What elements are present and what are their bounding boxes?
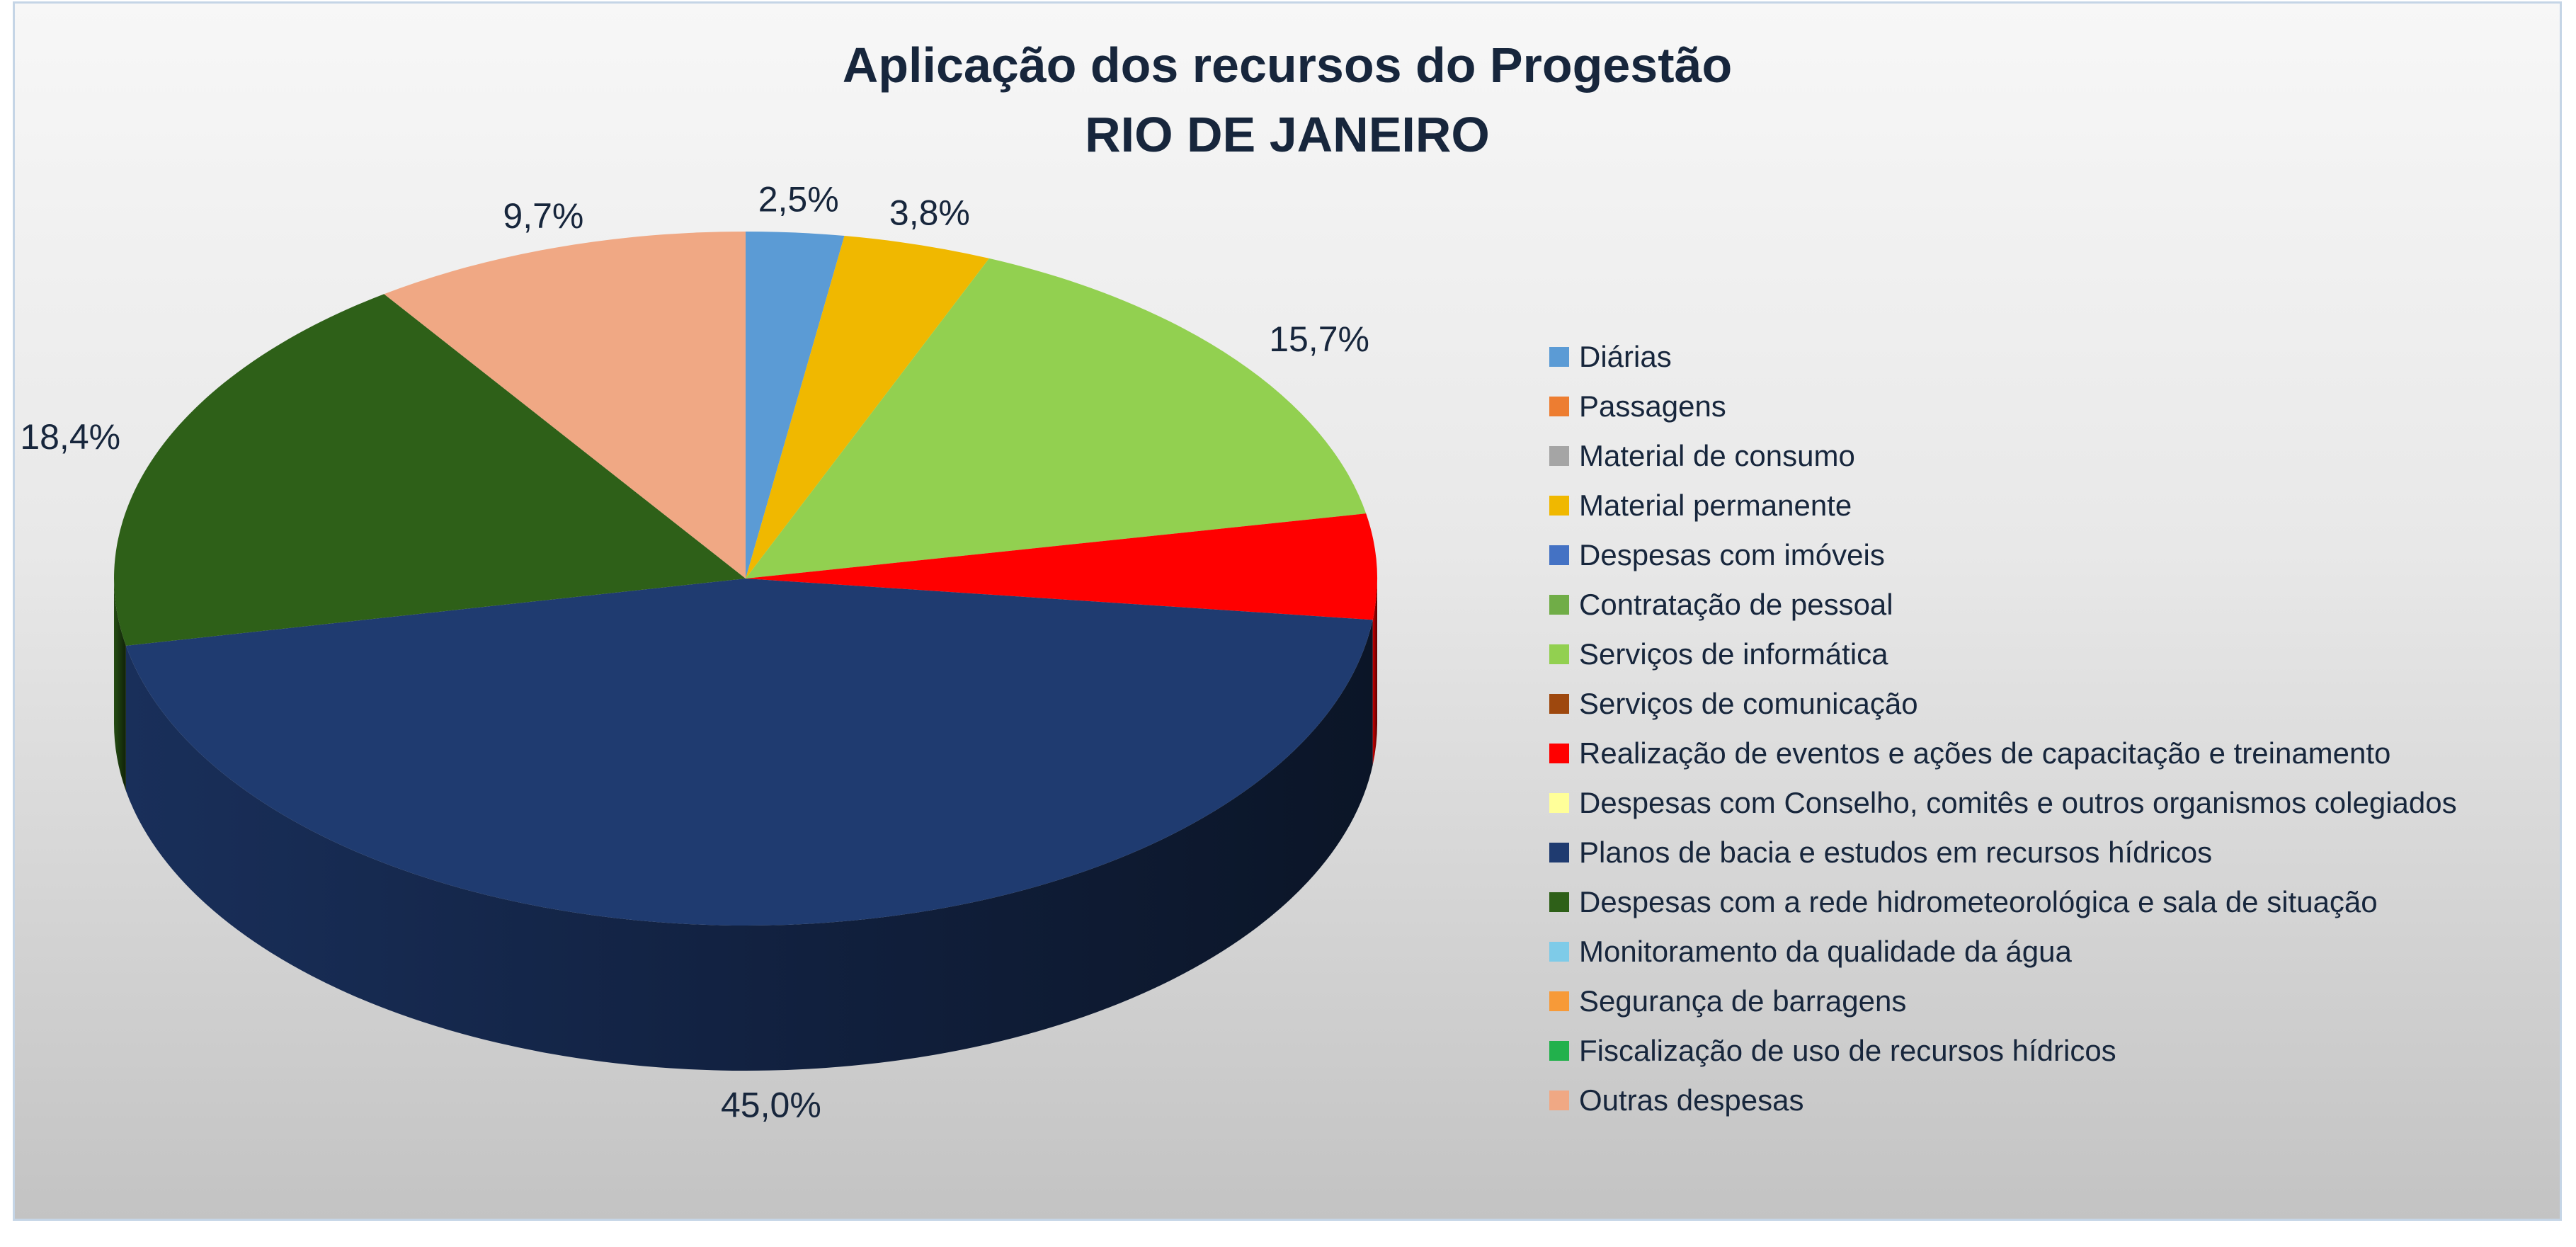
legend-item: Serviços de informática (1549, 630, 2457, 679)
legend-label: Material permanente (1579, 489, 1852, 522)
pie-slice-0 (746, 232, 845, 579)
data-label: 3,8% (889, 193, 970, 232)
pie-slice-11 (114, 294, 746, 646)
legend-item: Contratação de pessoal (1549, 580, 2457, 630)
legend-label: Planos de bacia e estudos em recursos hí… (1579, 836, 2213, 869)
legend-label: Realização de eventos e ações de capacit… (1579, 736, 2391, 770)
pie-top-faces (114, 232, 1378, 926)
legend-swatch (1549, 942, 1569, 962)
chart-title: Aplicação dos recursos do Progestão RIO … (15, 30, 2560, 169)
legend-label: Contratação de pessoal (1579, 588, 1893, 621)
legend-item: Monitoramento da qualidade da água (1549, 927, 2457, 976)
legend-swatch (1549, 644, 1569, 664)
legend-swatch (1549, 744, 1569, 763)
pie-side-walls (114, 579, 1377, 1071)
legend-item: Material permanente (1549, 481, 2457, 530)
legend-label: Monitoramento da qualidade da água (1579, 935, 2072, 968)
legend-item: Fiscalização de uso de recursos hídricos (1549, 1026, 2457, 1076)
data-label: 15,7% (1269, 319, 1369, 359)
data-label: 18,4% (20, 417, 120, 457)
legend-label: Diárias (1579, 340, 1672, 373)
legend-swatch (1549, 694, 1569, 714)
legend-label: Fiscalização de uso de recursos hídricos (1579, 1034, 2116, 1067)
legend-swatch (1549, 793, 1569, 813)
legend-item: Diárias (1549, 332, 2457, 382)
data-label: 9,7% (503, 196, 583, 236)
pie-slice-15 (384, 232, 746, 579)
chart-area: Aplicação dos recursos do Progestão RIO … (13, 1, 2562, 1221)
legend-item: Outras despesas (1549, 1076, 2457, 1125)
pie-slice-6 (746, 258, 1367, 579)
legend-item: Serviços de comunicação (1549, 679, 2457, 729)
legend-label: Despesas com imóveis (1579, 538, 1885, 571)
legend-swatch (1549, 595, 1569, 615)
legend-item: Despesas com imóveis (1549, 530, 2457, 580)
legend-item: Planos de bacia e estudos em recursos hí… (1549, 828, 2457, 877)
legend-label: Serviços de comunicação (1579, 687, 1918, 720)
legend-label: Passagens (1579, 389, 1726, 423)
pie-chart: 2,5% 3,8% 15,7% 45,0% 18,4% 9,7% (20, 180, 1378, 1125)
legend-label: Serviços de informática (1579, 637, 1888, 671)
legend-swatch (1549, 446, 1569, 466)
chart-title-line: Aplicação dos recursos do Progestão (842, 38, 1733, 93)
legend-item: Realização de eventos e ações de capacit… (1549, 729, 2457, 778)
pie-side-11 (114, 579, 126, 791)
legend-swatch (1549, 1041, 1569, 1061)
pie-side-8 (1372, 579, 1377, 765)
legend-item: Passagens (1549, 382, 2457, 431)
legend-swatch (1549, 843, 1569, 862)
legend-item: Despesas com a rede hidrometeorológica e… (1549, 877, 2457, 927)
legend-item: Material de consumo (1549, 431, 2457, 481)
legend-swatch (1549, 545, 1569, 565)
legend-swatch (1549, 991, 1569, 1011)
chart-subtitle: RIO DE JANEIRO (1085, 107, 1490, 162)
data-label: 2,5% (758, 180, 839, 220)
data-label: 45,0% (721, 1086, 821, 1125)
legend-label: Despesas com Conselho, comitês e outros … (1579, 786, 2457, 819)
pie-side-10 (125, 620, 1373, 1071)
legend-label: Outras despesas (1579, 1083, 1804, 1117)
data-labels: 2,5% 3,8% 15,7% 45,0% 18,4% 9,7% (20, 180, 1369, 1125)
pie-slice-3 (746, 236, 989, 579)
legend-swatch (1549, 1091, 1569, 1110)
legend-label: Despesas com a rede hidrometeorológica e… (1579, 885, 2378, 918)
legend: Diárias Passagens Material de consumo Mater… (1549, 332, 2457, 1125)
legend-label: Material de consumo (1579, 439, 1855, 472)
legend-swatch (1549, 347, 1569, 367)
legend-swatch (1549, 496, 1569, 516)
legend-swatch (1549, 892, 1569, 912)
pie-slice-10 (125, 579, 1373, 926)
legend-item: Despesas com Conselho, comitês e outros … (1549, 778, 2457, 828)
legend-item: Segurança de barragens (1549, 976, 2457, 1026)
legend-label: Segurança de barragens (1579, 984, 1907, 1018)
legend-swatch (1549, 397, 1569, 416)
pie-slice-8 (746, 513, 1378, 620)
